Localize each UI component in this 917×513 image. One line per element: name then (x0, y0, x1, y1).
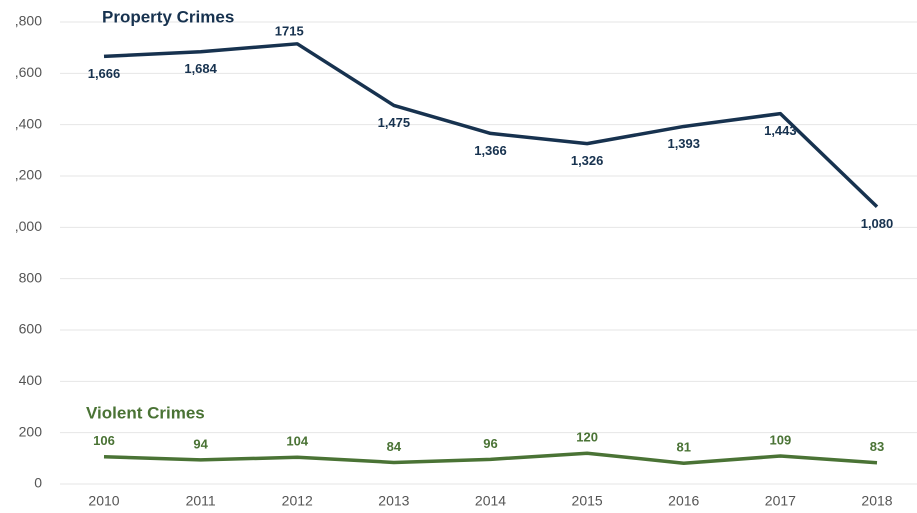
x-tick-label: 2015 (572, 493, 603, 509)
y-tick-label: ,200 (15, 167, 42, 183)
series-name: Property Crimes (102, 7, 234, 26)
series-name: Violent Crimes (86, 403, 205, 422)
series-line (103, 42, 879, 209)
data-label: 1,080 (861, 216, 894, 231)
y-tick-label: 200 (19, 423, 43, 439)
data-label: 1,475 (378, 115, 411, 130)
y-tick-label: 600 (19, 321, 43, 337)
x-tick-label: 2013 (378, 493, 409, 509)
data-label: 94 (193, 436, 208, 451)
x-tick-label: 2018 (861, 493, 892, 509)
y-tick-label: 0 (34, 475, 42, 491)
data-label: 1,393 (667, 136, 700, 151)
data-label: 84 (387, 439, 402, 454)
y-tick-label: ,800 (15, 13, 42, 29)
x-tick-label: 2016 (668, 493, 699, 509)
data-label: 106 (93, 433, 115, 448)
data-label: 1,443 (764, 123, 797, 138)
x-tick-label: 2011 (186, 493, 216, 509)
data-label: 1,326 (571, 153, 604, 168)
data-label: 83 (870, 439, 884, 454)
data-label: 120 (576, 430, 598, 445)
data-label: 104 (286, 434, 308, 449)
y-tick-label: 800 (19, 269, 43, 285)
data-label: 1715 (275, 23, 304, 38)
x-tick-label: 2010 (88, 493, 119, 509)
data-label: 96 (483, 436, 497, 451)
y-tick-label: 400 (19, 372, 43, 388)
data-label: 1,366 (474, 143, 507, 158)
x-tick-label: 2012 (282, 493, 313, 509)
y-tick-label: ,600 (15, 64, 42, 80)
data-label: 109 (770, 432, 792, 447)
y-tick-label: ,000 (15, 218, 42, 234)
data-label: 81 (677, 440, 691, 455)
series-line (103, 451, 878, 465)
data-label: 1,666 (88, 66, 121, 81)
data-label: 1,684 (184, 61, 217, 76)
x-tick-label: 2017 (765, 493, 796, 509)
y-tick-label: ,400 (15, 115, 42, 131)
x-tick-label: 2014 (475, 493, 506, 509)
